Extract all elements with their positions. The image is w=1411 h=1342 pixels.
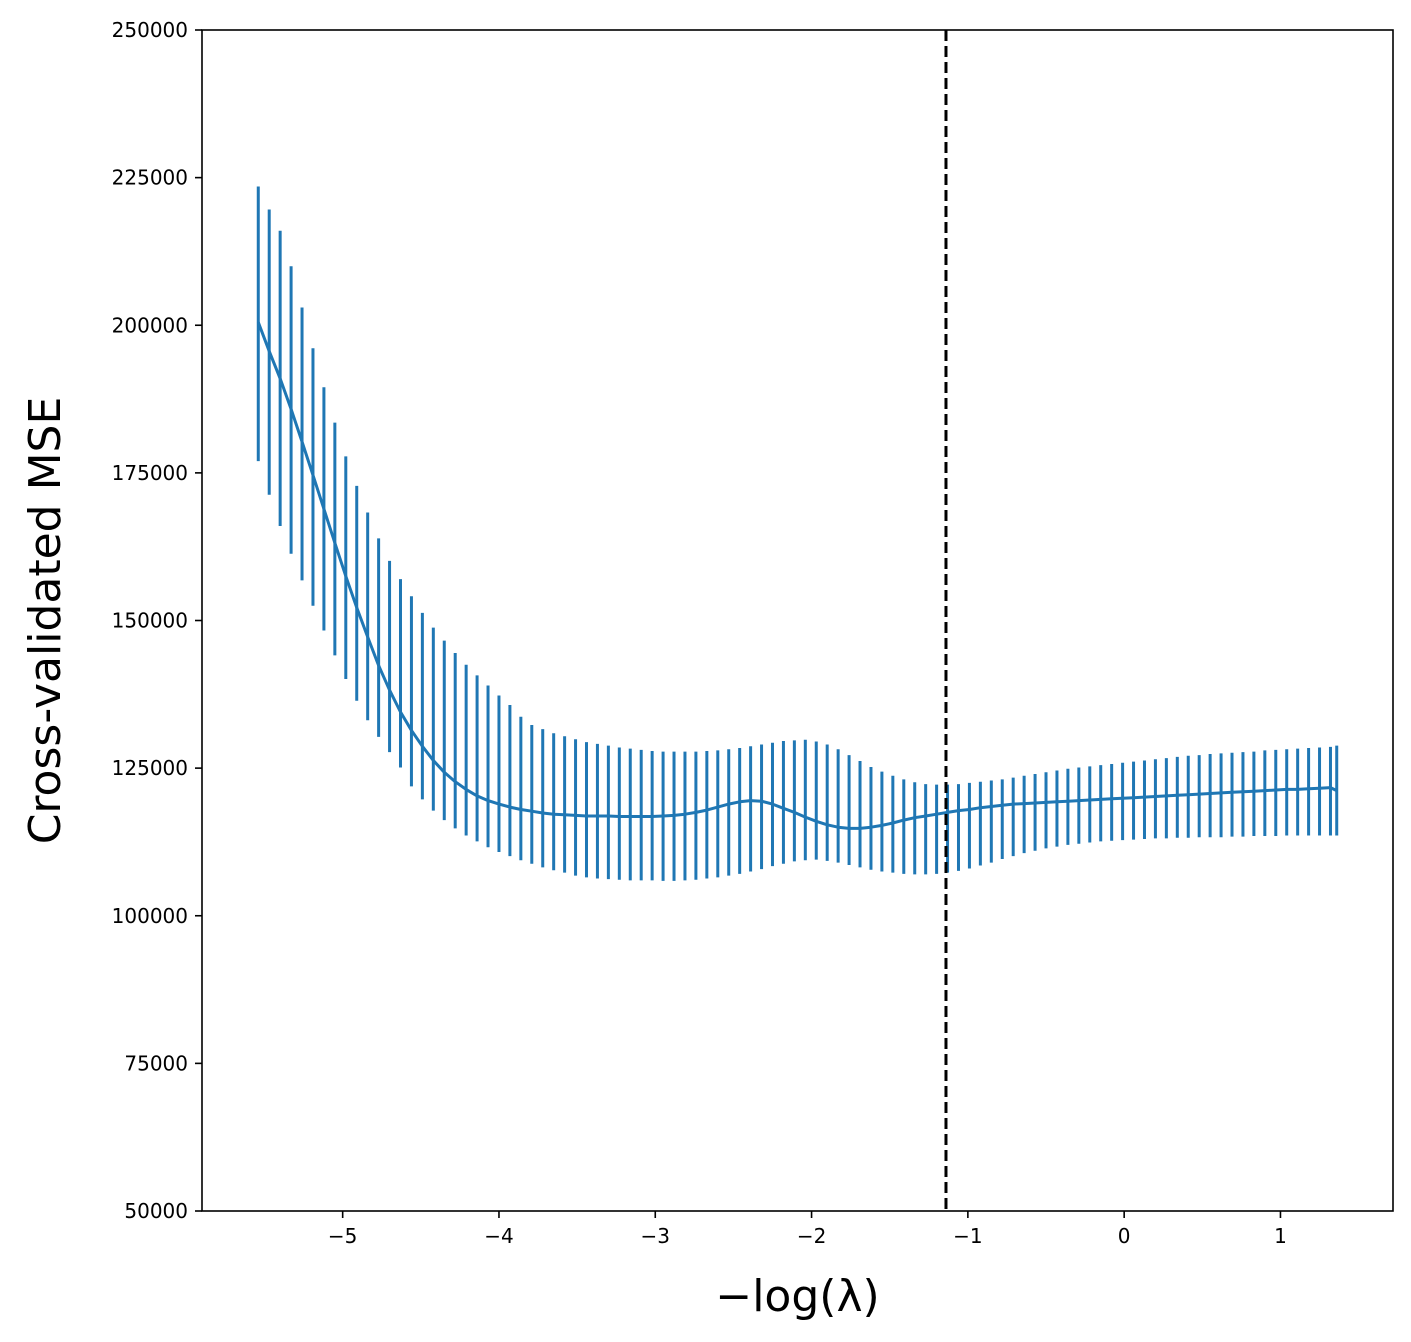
y-tick-label: 200000 <box>112 313 188 337</box>
y-tick-label: 125000 <box>112 756 188 780</box>
y-axis-label: Cross-validated MSE <box>20 397 71 845</box>
y-tick-label: 225000 <box>112 166 188 190</box>
x-tick-label: −5 <box>328 1224 357 1248</box>
plot-frame <box>201 29 1394 1212</box>
x-axis-label: −log(λ) <box>715 1271 879 1322</box>
y-tick-label: 175000 <box>112 461 188 485</box>
y-tick-label: 100000 <box>112 904 188 928</box>
plot-area <box>256 30 1339 1211</box>
y-axis: 50000 75000 100000 125000 150000 175000 200000… <box>112 18 202 1223</box>
series-mean-line <box>256 321 1338 830</box>
y-tick-label: 75000 <box>124 1051 188 1075</box>
x-tick-label: −3 <box>641 1224 670 1248</box>
x-tick-label: 1 <box>1274 1224 1287 1248</box>
x-tick-label: 0 <box>1118 1224 1131 1248</box>
y-tick-label: 150000 <box>112 609 188 633</box>
x-axis: −5 −4 −3 −2 −1 0 1 <box>328 1211 1287 1248</box>
x-tick-label: −4 <box>484 1224 513 1248</box>
x-tick-label: −1 <box>953 1224 982 1248</box>
y-tick-label: 50000 <box>124 1199 188 1223</box>
y-tick-label: 250000 <box>112 18 188 42</box>
x-tick-label: −2 <box>797 1224 826 1248</box>
